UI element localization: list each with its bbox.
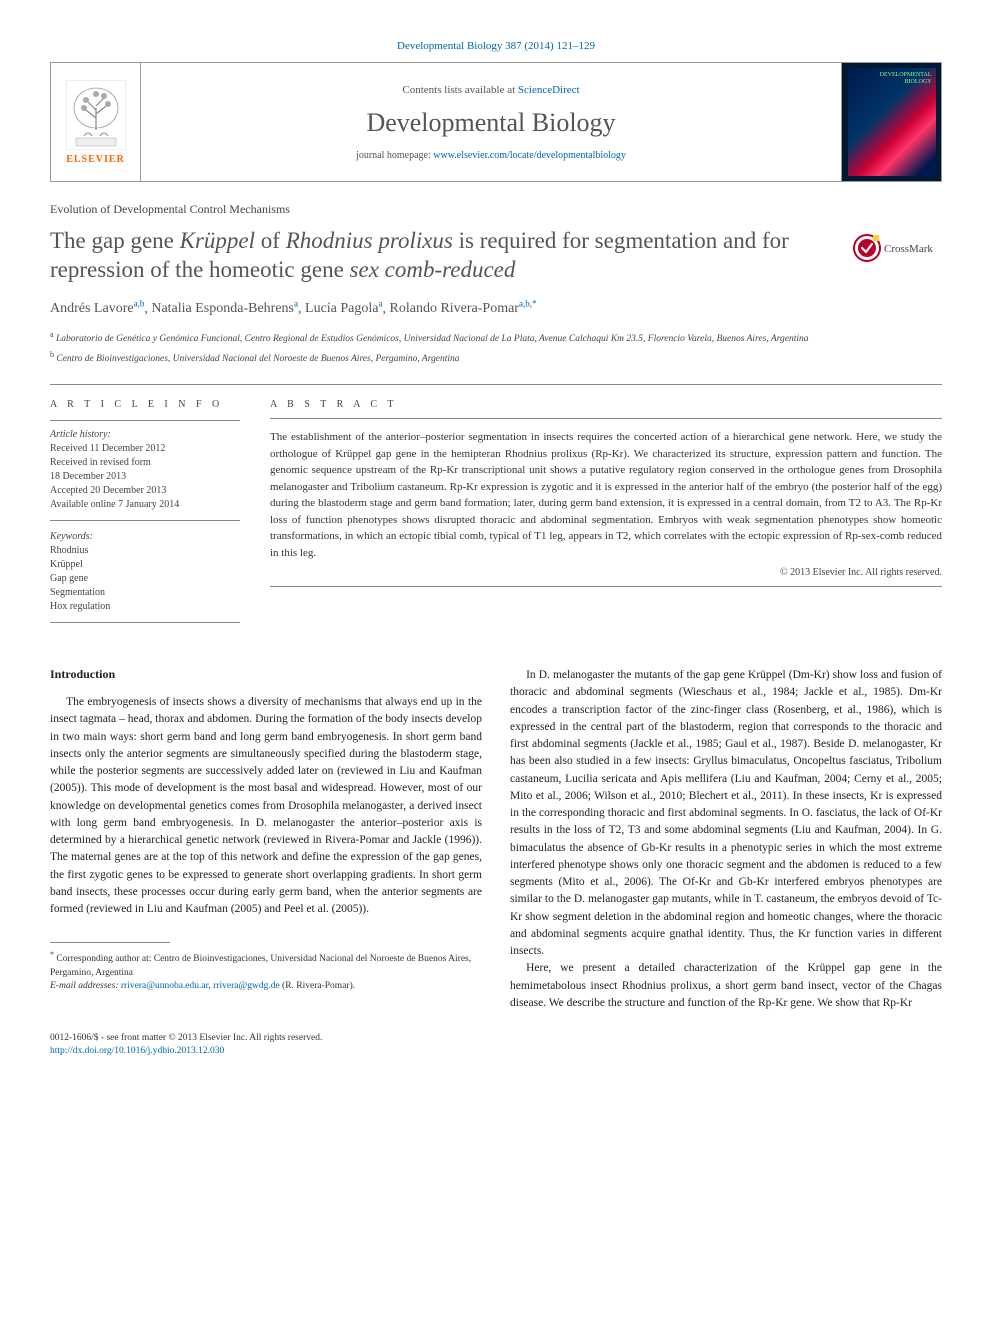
abstract-text: The establishment of the anterior–poster… — [270, 429, 942, 561]
keyword: Krüppel — [50, 558, 240, 572]
divider — [50, 384, 942, 385]
svg-text:CrossMark: CrossMark — [884, 243, 933, 255]
header-center: Contents lists available at ScienceDirec… — [141, 63, 841, 181]
crossmark-icon: CrossMark — [852, 231, 942, 265]
email-link[interactable]: rrivera@unnoba.edu.ar — [121, 981, 209, 991]
article-title: The gap gene Krüppel of Rhodnius prolixu… — [50, 227, 836, 285]
history-item: 18 December 2013 — [50, 470, 240, 484]
author: Andrés Lavorea,b — [50, 301, 144, 316]
history-item: Accepted 20 December 2013 — [50, 484, 240, 498]
elsevier-tree-icon — [66, 80, 126, 150]
publisher-logo: ELSEVIER — [51, 63, 141, 181]
journal-citation-link[interactable]: Developmental Biology 387 (2014) 121–129 — [50, 40, 942, 52]
issn-line: 0012-1606/$ - see front matter © 2013 El… — [50, 1032, 942, 1045]
article-section-label: Evolution of Developmental Control Mecha… — [50, 202, 942, 217]
author-list: Andrés Lavorea,b, Natalia Esponda-Behren… — [50, 299, 942, 318]
author: Lucía Pagolaa — [305, 301, 382, 316]
corresponding-author-footnote: * Corresponding author at: Centro de Bio… — [50, 949, 482, 980]
history-item: Available online 7 January 2014 — [50, 498, 240, 512]
sciencedirect-link[interactable]: ScienceDirect — [518, 84, 580, 96]
keyword: Gap gene — [50, 572, 240, 586]
email-footnote: E-mail addresses: rrivera@unnoba.edu.ar,… — [50, 980, 482, 993]
journal-header: ELSEVIER Contents lists available at Sci… — [50, 62, 942, 182]
keywords-label: Keywords: — [50, 531, 240, 542]
body-paragraph: The embryogenesis of insects shows a div… — [50, 694, 482, 918]
history-item: Received in revised form — [50, 456, 240, 470]
crossmark-badge[interactable]: CrossMark — [852, 231, 942, 269]
footnote-rule — [50, 942, 170, 943]
history-label: Article history: — [50, 429, 240, 440]
author: Rolando Rivera-Pomara,b,* — [390, 301, 537, 316]
abstract-copyright: © 2013 Elsevier Inc. All rights reserved… — [270, 567, 942, 578]
right-column: In D. melanogaster the mutants of the ga… — [510, 667, 942, 1012]
journal-cover-thumb: DEVELOPMENTALBIOLOGY — [841, 63, 941, 181]
publisher-name: ELSEVIER — [66, 154, 125, 165]
keyword: Segmentation — [50, 586, 240, 600]
email-link[interactable]: rrivera@gwdg.de — [213, 981, 280, 991]
left-column: Introduction The embryogenesis of insect… — [50, 667, 482, 1012]
article-info-column: A R T I C L E I N F O Article history: R… — [50, 399, 240, 631]
body-paragraph: Here, we present a detailed characteriza… — [510, 960, 942, 1012]
journal-homepage-line: journal homepage: www.elsevier.com/locat… — [356, 150, 626, 161]
keyword: Rhodnius — [50, 544, 240, 558]
affiliation: b Centro de Bioinvestigaciones, Universi… — [50, 349, 942, 366]
journal-name: Developmental Biology — [366, 108, 615, 138]
author: Natalia Esponda-Behrensa — [151, 301, 298, 316]
doi-link[interactable]: http://dx.doi.org/10.1016/j.ydbio.2013.1… — [50, 1046, 224, 1056]
history-item: Received 11 December 2012 — [50, 442, 240, 456]
section-heading-introduction: Introduction — [50, 667, 482, 682]
page-footer: 0012-1606/$ - see front matter © 2013 El… — [50, 1032, 942, 1059]
contents-available-line: Contents lists available at ScienceDirec… — [402, 84, 579, 96]
keyword: Hox regulation — [50, 600, 240, 614]
journal-homepage-link[interactable]: www.elsevier.com/locate/developmentalbio… — [433, 150, 626, 161]
abstract-column: A B S T R A C T The establishment of the… — [270, 399, 942, 631]
article-info-heading: A R T I C L E I N F O — [50, 399, 240, 410]
body-paragraph: In D. melanogaster the mutants of the ga… — [510, 667, 942, 960]
abstract-heading: A B S T R A C T — [270, 399, 942, 419]
affiliation: a Laboratorio de Genética y Genómica Fun… — [50, 329, 942, 346]
